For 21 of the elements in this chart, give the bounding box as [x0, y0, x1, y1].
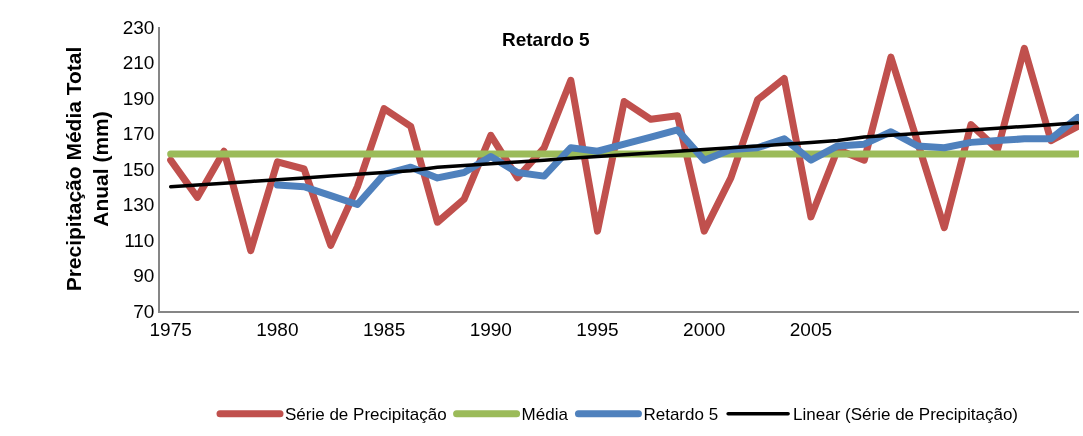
x-tick-label: 1990 — [469, 318, 512, 340]
y-axis-title: Precipitação Média Total Anual (mm) — [62, 46, 113, 292]
x-tick-label: 2000 — [683, 318, 726, 340]
legend-label: Média — [521, 405, 569, 425]
y-tick-label: 150 — [122, 158, 155, 180]
line-series — [168, 121, 1079, 189]
x-tick-label: 2005 — [789, 318, 833, 340]
y-tick-label: 190 — [122, 87, 155, 109]
x-tick-label: 1980 — [256, 318, 299, 340]
x-tick-label: 1995 — [576, 318, 619, 340]
y-tick-label: 210 — [122, 52, 155, 74]
x-tick-label: 1985 — [362, 318, 406, 340]
chart-title: Retardo 5 — [502, 29, 591, 50]
y-tick-label: 110 — [124, 229, 155, 251]
y-tick-label: 130 — [122, 194, 155, 216]
legend-label: Retardo 5 — [643, 405, 719, 425]
y-tick-label: 230 — [122, 16, 155, 38]
y-tick-label: 90 — [133, 265, 155, 287]
y-tick-label: 170 — [122, 123, 155, 145]
legend-label: Linear (Série de Precipitação) — [793, 405, 1019, 425]
legend-label: Série de Precipitação — [285, 405, 447, 425]
